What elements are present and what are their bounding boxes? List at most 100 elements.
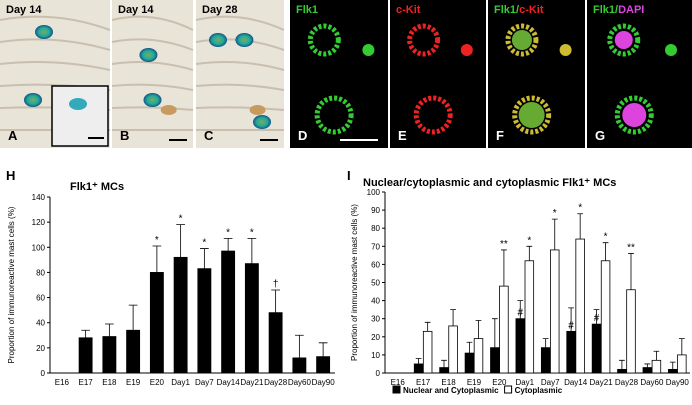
image-panel (112, 0, 193, 148)
significance-mark: # (517, 308, 523, 319)
error-bar (247, 238, 257, 264)
error-bar (644, 363, 651, 368)
chart-title: Flk1⁺ MCs (70, 181, 124, 193)
y-tick-label: 0 (376, 369, 381, 378)
bar (499, 285, 509, 374)
significance-mark: ** (500, 239, 508, 250)
caption-part: Day 14 (118, 4, 154, 16)
bar (292, 357, 307, 374)
error-bar (568, 307, 574, 332)
bar (490, 347, 500, 374)
panel-caption: Flk1/DAPI (593, 4, 644, 16)
x-tick-label: Day28 (264, 378, 288, 387)
chart-title: Nuclear/cytoplasmic and cytoplasmic Flk1… (363, 177, 616, 189)
caption-part: DAPI (618, 4, 644, 16)
legend-swatch (392, 385, 401, 394)
significance-mark: * (527, 235, 531, 246)
y-tick-label: 0 (41, 369, 46, 378)
panel-caption: Flk1/c-Kit (494, 4, 544, 16)
caption-part: Flk1 (296, 4, 318, 16)
caption-part: Day 28 (202, 4, 237, 16)
cell-signal (362, 44, 375, 56)
caption-part: c-Kit (396, 4, 421, 16)
bar (524, 260, 535, 374)
mast-cell (139, 48, 158, 62)
cell-signal (614, 95, 654, 135)
caption-part: Day 14 (6, 4, 42, 16)
image-panel (196, 0, 284, 148)
x-tick-label: E18 (441, 378, 456, 387)
cell-signal (607, 23, 641, 57)
bar (550, 249, 560, 374)
image-panel (390, 0, 486, 148)
y-tick-label: 100 (32, 243, 46, 252)
y-tick-label: 60 (36, 294, 45, 303)
cell-signal (512, 95, 552, 135)
x-tick-label: Day60 (640, 378, 664, 387)
error-bar (466, 341, 473, 354)
error-bar (424, 321, 431, 332)
bar (316, 356, 331, 374)
cell-signal (314, 95, 354, 135)
x-tick-label: E19 (126, 378, 141, 387)
legend-label: Nuclear and Cytoplasmic (403, 386, 499, 395)
error-bar (81, 329, 90, 338)
tissue-fiber (0, 61, 111, 71)
y-tick-label: 80 (36, 268, 45, 277)
y-tick-label: 30 (371, 315, 380, 324)
mast-cell (209, 33, 227, 47)
bar (642, 367, 653, 374)
bar (600, 260, 611, 374)
bar (591, 323, 602, 374)
x-tick-label: Day7 (541, 378, 560, 387)
error-bar (318, 342, 328, 357)
y-axis-label: Proportion of immunoreactive mast cells … (7, 206, 16, 363)
x-tick-label: E16 (55, 378, 70, 387)
bar (149, 272, 164, 374)
tissue-fiber (195, 61, 285, 71)
y-tick-label: 140 (32, 193, 46, 202)
y-tick-label: 100 (367, 188, 381, 197)
panel-letter: H (6, 168, 15, 183)
tissue-fiber (111, 38, 194, 51)
error-bar (105, 323, 114, 337)
significance-mark: # (568, 320, 574, 331)
error-bar (669, 361, 676, 370)
x-tick-label: E19 (467, 378, 482, 387)
y-tick-label: 40 (36, 319, 45, 328)
significance-mark: * (226, 227, 230, 238)
error-bar (200, 248, 209, 269)
bar (413, 363, 424, 374)
y-tick-label: 50 (371, 279, 380, 288)
cell-signal (665, 44, 677, 56)
y-tick-label: 120 (32, 218, 46, 227)
significance-mark: * (250, 227, 254, 238)
y-axis-label: Proportion of immunoreactive mast cells … (350, 204, 359, 361)
error-bar (577, 213, 584, 240)
panel-caption: Day 14 (6, 4, 42, 16)
brown-cell (249, 105, 266, 115)
error-bar (450, 309, 456, 326)
nucleus (622, 103, 647, 127)
y-tick-label: 10 (371, 351, 380, 360)
x-tick-label: Day1 (515, 378, 534, 387)
brown-cell (160, 105, 177, 115)
error-bar (501, 249, 507, 287)
error-bar (628, 253, 634, 290)
cell-signal (559, 44, 572, 56)
bar (439, 367, 449, 374)
x-tick-label: Day90 (312, 378, 336, 387)
cell-inner (511, 30, 532, 50)
error-bar (551, 218, 558, 250)
bar (448, 325, 458, 374)
x-tick-label: Day21 (240, 378, 264, 387)
tissue-fiber (0, 15, 111, 31)
error-bar (619, 359, 625, 370)
significance-mark: * (578, 203, 582, 214)
significance-mark: ** (627, 243, 635, 254)
x-tick-label: Day1 (171, 378, 190, 387)
mast-cell (253, 115, 271, 129)
cell-signal (460, 44, 473, 56)
error-bar (415, 358, 422, 364)
